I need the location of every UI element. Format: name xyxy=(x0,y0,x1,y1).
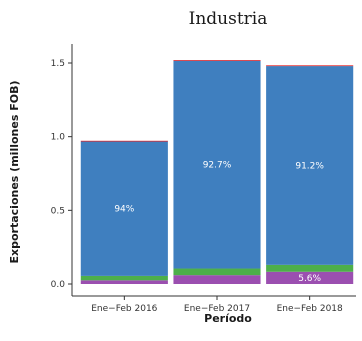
data-label: 91.2% xyxy=(295,161,324,171)
bar-segment xyxy=(266,271,354,284)
x-tick-label: Ene−Feb 2018 xyxy=(277,304,343,314)
x-tick-label: Ene−Feb 2016 xyxy=(91,304,157,314)
bar-segment xyxy=(173,60,261,269)
x-axis-title: Período xyxy=(204,312,252,325)
y-tick-label: 0.5 xyxy=(51,206,65,216)
y-tick-label: 1.5 xyxy=(51,59,65,69)
y-tick-label: 0.0 xyxy=(51,280,66,290)
data-label: 92.7% xyxy=(203,161,232,171)
bar-segment xyxy=(80,141,168,276)
data-label: 94% xyxy=(114,205,134,215)
bar-segment xyxy=(266,66,354,265)
bar-segment xyxy=(80,140,168,142)
bar-segment xyxy=(173,60,261,61)
y-axis-title: Exportaciones (millones FOB) xyxy=(8,81,21,264)
chart-title: Industria xyxy=(189,9,268,29)
x-tick-label: Ene−Feb 2017 xyxy=(184,304,250,314)
plot-area: 0.0 0.5 1.0 1.5 Ene−Feb 2016 Ene−Feb 2017 Ene−… xyxy=(51,44,356,314)
bar-segment xyxy=(173,268,261,276)
bar-segment xyxy=(266,65,354,67)
data-label: 5.6% xyxy=(298,274,321,284)
y-tick-label: 1.0 xyxy=(51,133,66,143)
bar-segment xyxy=(173,275,261,284)
bar-segment xyxy=(266,264,354,272)
bar-segment xyxy=(80,280,168,284)
bar-segment xyxy=(80,275,168,281)
